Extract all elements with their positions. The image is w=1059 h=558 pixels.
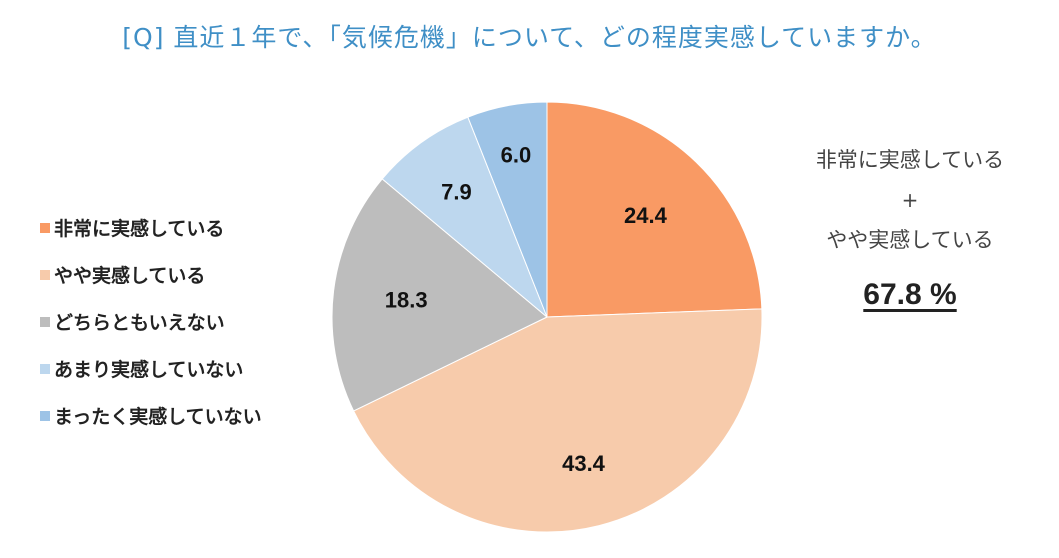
slice-value-label: 43.4 xyxy=(562,451,606,476)
legend-label: 非常に実感している xyxy=(54,218,225,240)
pie-slice xyxy=(331,178,548,412)
slice-value-label: 6.0 xyxy=(501,142,532,167)
legend-item: どちらともいえない xyxy=(40,298,300,345)
legend-item: やや実感している xyxy=(40,251,300,298)
summary-plus: + xyxy=(901,188,919,212)
pie-slices xyxy=(331,101,763,533)
pie-slice xyxy=(546,101,763,318)
legend-swatch xyxy=(40,410,50,421)
legend-label: どちらともいえない xyxy=(54,312,225,334)
legend: 非常に実感している やや実感している どちらともいえない あまり実感していない … xyxy=(40,204,300,439)
legend-swatch xyxy=(40,363,50,374)
slice-value-label: 24.4 xyxy=(624,203,668,228)
legend-item: まったく実感していない xyxy=(40,392,300,439)
slice-value-label: 7.9 xyxy=(441,179,472,204)
legend-swatch xyxy=(40,222,50,233)
summary-line-1: 非常に実感している xyxy=(815,148,1005,172)
pie-slice xyxy=(352,308,763,533)
legend-item: 非常に実感している xyxy=(40,204,300,251)
chart-title: [Q] 直近１年で、「気候危機」について、どの程度実感していますか。 xyxy=(122,23,937,52)
summary-total: 67.8 % xyxy=(863,278,957,311)
summary-annotation: 非常に実感している + やや実感している 67.8 % xyxy=(790,140,1030,312)
legend-label: やや実感している xyxy=(54,265,206,287)
legend-item: あまり実感していない xyxy=(40,345,300,392)
legend-swatch xyxy=(40,269,50,280)
slice-value-label: 18.3 xyxy=(385,288,428,313)
pie-labels: 24.4 43.4 18.3 7.9 6.0 xyxy=(385,142,668,476)
legend-swatch xyxy=(40,316,50,327)
legend-label: あまり実感していない xyxy=(54,359,244,381)
legend-label: まったく実感していない xyxy=(54,406,262,428)
pie-slice xyxy=(467,101,548,318)
summary-line-2: やや実感している xyxy=(826,228,994,252)
pie-slice xyxy=(381,116,548,318)
